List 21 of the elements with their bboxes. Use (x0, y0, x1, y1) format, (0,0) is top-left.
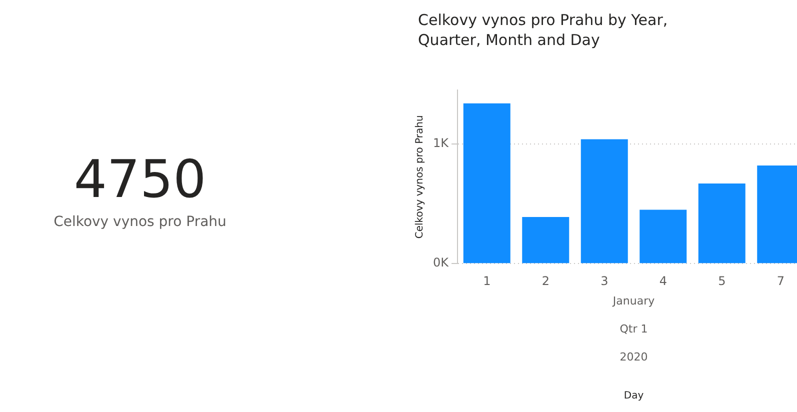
bar (522, 216, 570, 264)
x-tick-label: 3 (600, 274, 608, 288)
bar (640, 210, 687, 264)
bar (463, 103, 510, 264)
text: 4750 (72, 150, 208, 210)
x-tick-label: 2 (542, 274, 550, 288)
x-tick-label: 5 (718, 274, 726, 288)
text: Qtr 1 (620, 322, 648, 336)
y-tick-label: 1K (432, 136, 450, 150)
y-axis-title: Celkovy vynos pro Prahu (414, 115, 426, 239)
bar (698, 183, 746, 264)
x-tick-label: 7 (776, 274, 784, 288)
text: 2020 (620, 350, 648, 364)
x-axis-title: Day (624, 390, 644, 402)
bar (580, 139, 628, 264)
chart-title: Celkovy vynos pro Prahu by Year, Quarter, Month and Day (418, 10, 669, 50)
y-tick-label: 0K (432, 256, 450, 270)
text: January (612, 294, 656, 308)
x-tick-label: 4 (659, 274, 667, 288)
x-tick-label: 1 (483, 274, 491, 288)
text: Celkovy vynos pro Prahu (52, 214, 228, 230)
